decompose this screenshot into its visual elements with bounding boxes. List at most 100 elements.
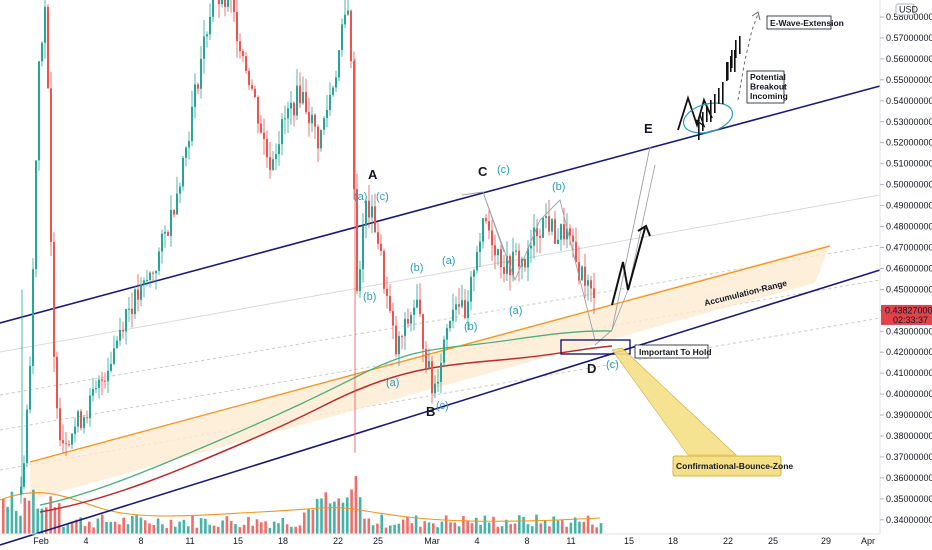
candle-body: [389, 295, 391, 312]
projection-candle: [731, 50, 733, 68]
volume-bar: [432, 523, 435, 534]
x-tick-label: 15: [624, 536, 634, 546]
candle-body: [593, 288, 595, 298]
projection-candle: [718, 88, 720, 104]
candle-body: [332, 87, 334, 95]
candle-body: [251, 85, 253, 89]
volume-bar: [165, 527, 168, 534]
fib-grid-line: [0, 317, 881, 471]
candle-body: [539, 236, 541, 238]
volume-bar: [410, 523, 414, 534]
volume-bar: [247, 516, 250, 534]
projection-candle: [739, 36, 741, 54]
candle-body: [584, 266, 586, 286]
y-tick-label: 0.53000000: [886, 117, 932, 127]
volume-bar: [526, 524, 530, 534]
candle-body: [506, 255, 508, 274]
x-axis[interactable]: Feb 4 8 11 15 18 22 25 Mar 4 8 11 15 18 22 25 29 Apr: [0, 533, 880, 546]
extension-label-box: [766, 15, 832, 30]
wave-minor-label: (a): [442, 255, 455, 267]
candle-body: [590, 280, 592, 289]
x-tick-label: 11: [566, 536, 575, 546]
candle-body: [434, 383, 436, 394]
x-tick-label: 22: [723, 536, 733, 546]
x-tick-label: 8: [138, 536, 143, 546]
candle-body: [92, 388, 94, 396]
candle-body: [242, 51, 244, 57]
volume-bar: [419, 526, 422, 534]
projection-candle: [730, 56, 732, 72]
wave-connector: [461, 191, 596, 341]
volume-bar: [2, 498, 5, 534]
volume-bar: [354, 475, 358, 534]
candle-body: [32, 269, 34, 366]
candle-body: [305, 92, 307, 113]
candle-body: [329, 94, 331, 110]
wave-minor-label: (b): [363, 291, 376, 303]
candle-body: [419, 299, 421, 315]
candle-body: [140, 284, 142, 300]
candle-body: [86, 417, 88, 419]
candle-body: [503, 267, 505, 274]
candle-body: [149, 272, 151, 280]
volume-bar: [238, 527, 242, 534]
candle-body: [20, 486, 22, 495]
volume-bar: [487, 522, 491, 534]
candle-body: [41, 42, 43, 62]
candle-body: [245, 56, 247, 71]
extension-dashed-line: [737, 13, 759, 101]
volume-bar: [552, 516, 555, 534]
volume-bar: [96, 518, 100, 534]
volume-bar: [126, 524, 130, 534]
volume-bar: [393, 524, 396, 534]
candle-body: [200, 58, 202, 89]
volume-bar: [27, 500, 31, 534]
y-tick-label: 0.55000000: [886, 75, 932, 85]
hold-label: Important To Hold: [639, 347, 712, 357]
candle-body: [50, 88, 52, 242]
candle-body: [587, 280, 589, 286]
volume-bar: [414, 515, 418, 534]
volume-bar: [109, 521, 113, 534]
y-axis[interactable]: 0.58000000 0.57000000 0.56000000 0.55000000…: [879, 0, 932, 534]
y-tick-label: 0.47000000: [886, 242, 932, 252]
candle-body: [470, 276, 472, 302]
arrow-head-icon: [637, 224, 651, 237]
candle-body: [404, 318, 406, 337]
volume-bar: [453, 522, 457, 534]
volume-bar: [328, 503, 332, 534]
candle-body: [359, 269, 361, 292]
ma-green-line: [39, 330, 613, 506]
volume-bar: [204, 518, 207, 534]
candle-body: [425, 348, 427, 369]
candle-body: [152, 272, 154, 274]
candle-body: [422, 314, 424, 349]
x-tick-label: 15: [233, 536, 243, 546]
candle-body: [29, 365, 31, 410]
candle-body: [113, 348, 115, 364]
candle-body: [65, 443, 67, 445]
wave-label-C: C: [478, 164, 488, 179]
wave-minor-label: (c): [606, 359, 619, 371]
candle-body: [440, 362, 442, 382]
wave-minor-label: (a): [354, 191, 367, 203]
volume-bar: [70, 521, 74, 534]
volume-bar: [23, 497, 27, 534]
candle-body: [449, 320, 451, 329]
candle-body: [284, 118, 286, 120]
y-tick-label: 0.35000000: [886, 494, 932, 504]
candle-body: [281, 119, 283, 145]
y-tick-label: 0.48000000: [886, 222, 932, 232]
volume-bar: [260, 522, 263, 534]
volume-bar: [19, 515, 22, 534]
volume-bar: [573, 517, 577, 534]
projection-candle: [734, 50, 736, 72]
volume-bar: [131, 515, 134, 534]
x-tick-label: 18: [278, 536, 288, 546]
candle-body: [383, 250, 385, 289]
breakout-label-line: Breakout: [750, 82, 787, 92]
candle-body: [128, 308, 130, 310]
y-tick-label: 0.37000000: [886, 452, 932, 462]
volume-bar: [311, 510, 315, 534]
